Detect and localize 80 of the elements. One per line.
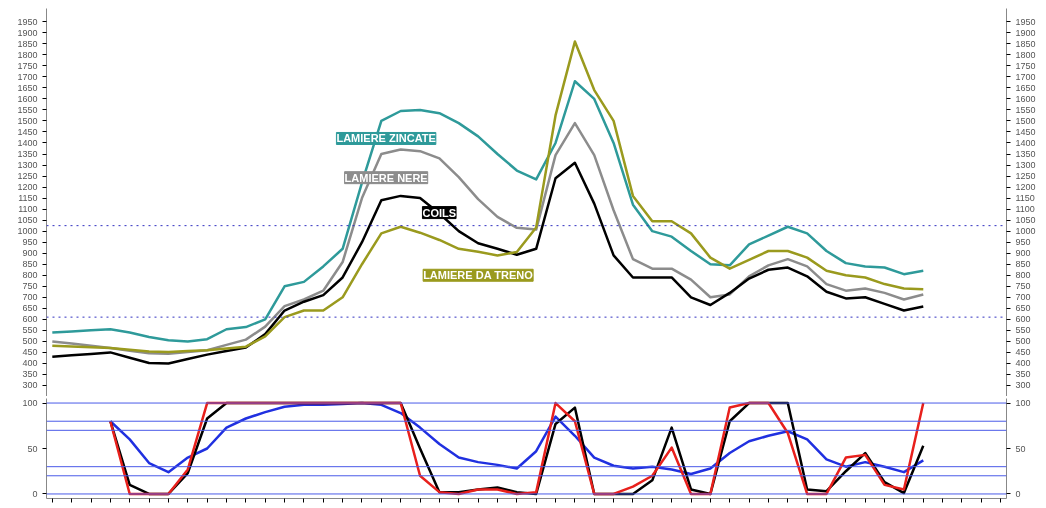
y2-tick-label: 400 [1015, 358, 1031, 369]
y2-tick-label: 1250 [1015, 171, 1036, 182]
y2-tick-label: 1900 [1015, 27, 1036, 38]
y-tick-label: 1700 [17, 71, 38, 82]
y2-tick-label: 1150 [1015, 193, 1035, 204]
y2-tick-label: 1400 [1015, 137, 1036, 148]
y-tick-label: 1800 [17, 49, 38, 60]
y2-tick-label: 1500 [1015, 115, 1036, 126]
y-tick-label: 450 [22, 347, 38, 358]
y2-tick-label: 700 [1015, 292, 1031, 303]
y-tick-label: 950 [22, 237, 38, 248]
y2-tick-label: 800 [1015, 270, 1031, 281]
y-tick-label: 650 [22, 303, 38, 314]
y-tick-label: 1300 [17, 160, 38, 171]
y-tick-label: 1200 [17, 182, 38, 193]
y-tick-label: 900 [22, 248, 38, 259]
y-tick-label: 350 [22, 369, 38, 380]
y2-tick-label: 1200 [1015, 182, 1036, 193]
y-tick-label: 1650 [17, 82, 38, 93]
y-tick-label: 1050 [17, 215, 38, 226]
y2-tick-label: 1050 [1015, 215, 1036, 226]
y2-tick-label: 1700 [1015, 71, 1036, 82]
y-tick-label: 750 [22, 281, 38, 292]
y-tick-label: 1950 [17, 16, 38, 27]
y-tick-label: 1450 [17, 126, 38, 137]
y2-tick-label: 50 [1015, 443, 1026, 454]
y2-tick-label: 1750 [1015, 60, 1036, 71]
y2-tick-label: 300 [1015, 380, 1031, 391]
y2-tick-label: 750 [1015, 281, 1031, 292]
y-tick-label: 600 [22, 314, 38, 325]
y-tick-label: 50 [27, 443, 38, 454]
y-tick-label: 1600 [17, 93, 38, 104]
y-tick-label: 1750 [17, 60, 38, 71]
y-tick-label: 550 [22, 325, 38, 336]
y-tick-label: 1150 [18, 193, 38, 204]
y-tick-label: 1100 [18, 204, 38, 215]
y2-tick-label: 350 [1015, 369, 1031, 380]
y-tick-label: 850 [22, 259, 38, 270]
y-tick-label: 1900 [17, 27, 38, 38]
y2-tick-label: 600 [1015, 314, 1031, 325]
y2-tick-label: 1100 [1015, 204, 1035, 215]
y-tick-label: 1400 [17, 137, 38, 148]
y-tick-label: 1250 [17, 171, 38, 182]
y2-tick-label: 1350 [1015, 149, 1036, 159]
y2-tick-label: 650 [1015, 303, 1031, 314]
y-tick-label: 0 [32, 488, 38, 499]
y2-tick-label: 1600 [1015, 93, 1036, 104]
series-label: LAMIERE ZINCATE [336, 132, 436, 145]
y2-tick-label: 1300 [1015, 160, 1036, 171]
line-series [51, 161, 925, 365]
y2-tick-label: 500 [1015, 336, 1031, 347]
y2-tick-label: 1800 [1015, 49, 1036, 60]
y-tick-label: 800 [22, 270, 38, 281]
y2-tick-label: 900 [1015, 248, 1031, 259]
y2-tick-label: 1450 [1015, 126, 1036, 137]
y2-tick-label: 1650 [1015, 82, 1036, 93]
y2-tick-label: 950 [1015, 237, 1031, 248]
y-tick-label: 1000 [17, 226, 38, 237]
y2-tick-label: 1950 [1015, 16, 1036, 27]
y-tick-label: 300 [22, 380, 38, 391]
y-tick-label: 1850 [17, 38, 38, 49]
y2-tick-label: 1000 [1015, 226, 1036, 237]
y2-tick-label: 850 [1015, 259, 1031, 270]
y-tick-label: 700 [22, 292, 38, 303]
y-tick-label: 1550 [17, 104, 38, 115]
y2-tick-label: 1850 [1015, 38, 1036, 49]
line-series [51, 80, 925, 343]
y2-tick-label: 0 [1015, 488, 1021, 499]
y-tick-label: 100 [22, 398, 38, 409]
y2-tick-label: 100 [1015, 398, 1031, 409]
text: LAMIERE DA TRENO [423, 269, 534, 282]
y-tick-label: 1500 [17, 115, 38, 126]
y-tick-label: 500 [22, 336, 38, 347]
y-tick-label: 400 [22, 358, 38, 369]
y-tick-label: 1350 [17, 149, 38, 159]
series-label: LAMIERE NERE [344, 171, 428, 184]
line-series [51, 40, 925, 354]
y2-tick-label: 550 [1015, 325, 1031, 336]
y2-tick-label: 1550 [1015, 104, 1036, 115]
y2-tick-label: 450 [1015, 347, 1031, 358]
